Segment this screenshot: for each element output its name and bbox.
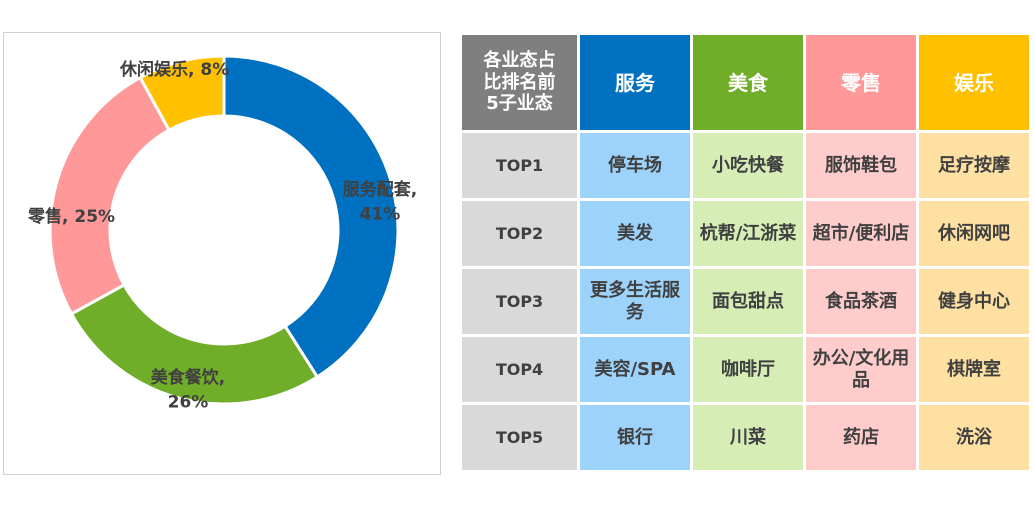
table-row: TOP3 更多生活服务 面包甜点 食品茶酒 健身中心 <box>462 269 1029 334</box>
table-cell: 足疗按摩 <box>919 133 1029 198</box>
category-header: 美食 <box>693 35 803 130</box>
rank-cell: TOP2 <box>462 201 577 266</box>
table-row: TOP1 停车场 小吃快餐 服饰鞋包 足疗按摩 <box>462 133 1029 198</box>
table-cell: 美容/SPA <box>580 337 690 402</box>
donut-slice <box>138 54 226 133</box>
table-cell: 美发 <box>580 201 690 266</box>
rank-cell: TOP4 <box>462 337 577 402</box>
table-cell: 洗浴 <box>919 405 1029 470</box>
table-cell: 健身中心 <box>919 269 1029 334</box>
table-row: TOP2 美发 杭帮/江浙菜 超市/便利店 休闲网吧 <box>462 201 1029 266</box>
table-cell: 服饰鞋包 <box>806 133 916 198</box>
category-header: 娱乐 <box>919 35 1029 130</box>
donut-chart: 服务配套, 41% 美食餐饮, 26% 零售, 25% 休闲娱乐, 8% <box>27 54 417 413</box>
rank-cell: TOP1 <box>462 133 577 198</box>
rank-cell: TOP3 <box>462 269 577 334</box>
donut-chart-panel: 服务配套, 41% 美食餐饮, 26% 零售, 25% 休闲娱乐, 8% <box>3 32 441 475</box>
corner-line: 比排名前 <box>483 71 556 93</box>
corner-line: 各业态占 <box>483 50 556 72</box>
table-cell: 停车场 <box>580 133 690 198</box>
table-corner-header: 各业态占 比排名前 5子业态 <box>462 35 577 130</box>
table-cell: 棋牌室 <box>919 337 1029 402</box>
category-header: 服务 <box>580 35 690 130</box>
table-cell: 食品茶酒 <box>806 269 916 334</box>
table-cell: 药店 <box>806 405 916 470</box>
donut-slice <box>48 75 172 316</box>
slice-label: 美食餐饮, 26% <box>151 367 225 413</box>
slice-label: 休闲娱乐, 8% <box>119 59 229 80</box>
donut-slice <box>222 54 400 379</box>
table-cell: 杭帮/江浙菜 <box>693 201 803 266</box>
table-row: TOP4 美容/SPA 咖啡厅 办公/文化用品 棋牌室 <box>462 337 1029 402</box>
slice-label: 服务配套, 41% <box>343 179 417 225</box>
table-cell: 面包甜点 <box>693 269 803 334</box>
table-header-row: 各业态占 比排名前 5子业态 服务 美食 零售 娱乐 <box>462 35 1029 130</box>
table-cell: 办公/文化用品 <box>806 337 916 402</box>
corner-line: 5子业态 <box>486 93 553 115</box>
rank-cell: TOP5 <box>462 405 577 470</box>
table-cell: 更多生活服务 <box>580 269 690 334</box>
table-cell: 银行 <box>580 405 690 470</box>
table-cell: 休闲网吧 <box>919 201 1029 266</box>
table-cell: 咖啡厅 <box>693 337 803 402</box>
table-cell: 川菜 <box>693 405 803 470</box>
category-header: 零售 <box>806 35 916 130</box>
table-cell: 超市/便利店 <box>806 201 916 266</box>
slice-label: 零售, 25% <box>27 206 115 227</box>
donut-slice <box>69 282 320 406</box>
table-row: TOP5 银行 川菜 药店 洗浴 <box>462 405 1029 470</box>
table-cell: 小吃快餐 <box>693 133 803 198</box>
ranking-table: 各业态占 比排名前 5子业态 服务 美食 零售 娱乐 TOP1 停车场 小吃快餐… <box>459 32 1032 473</box>
